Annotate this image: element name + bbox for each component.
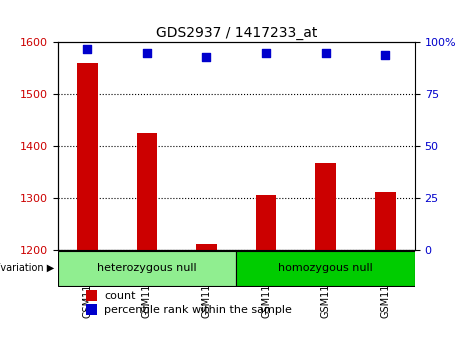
Text: heterozygous null: heterozygous null [97,263,197,274]
Text: genotype/variation ▶: genotype/variation ▶ [0,263,54,274]
Bar [77,63,98,250]
Point [143,50,151,56]
Bar [86,304,97,315]
Bar [375,192,396,250]
FancyBboxPatch shape [58,251,236,286]
FancyBboxPatch shape [236,251,415,286]
Text: count: count [104,291,136,301]
Point [262,50,270,56]
Point [203,54,210,60]
Bar [136,133,157,250]
Point [322,50,329,56]
Text: percentile rank within the sample: percentile rank within the sample [104,304,292,315]
Text: homozygous null: homozygous null [278,263,373,274]
Point [84,46,91,52]
Point [381,52,389,58]
Bar [315,162,336,250]
Bar [196,244,217,250]
Bar [255,195,277,250]
Bar [86,290,97,301]
Title: GDS2937 / 1417233_at: GDS2937 / 1417233_at [155,26,317,40]
